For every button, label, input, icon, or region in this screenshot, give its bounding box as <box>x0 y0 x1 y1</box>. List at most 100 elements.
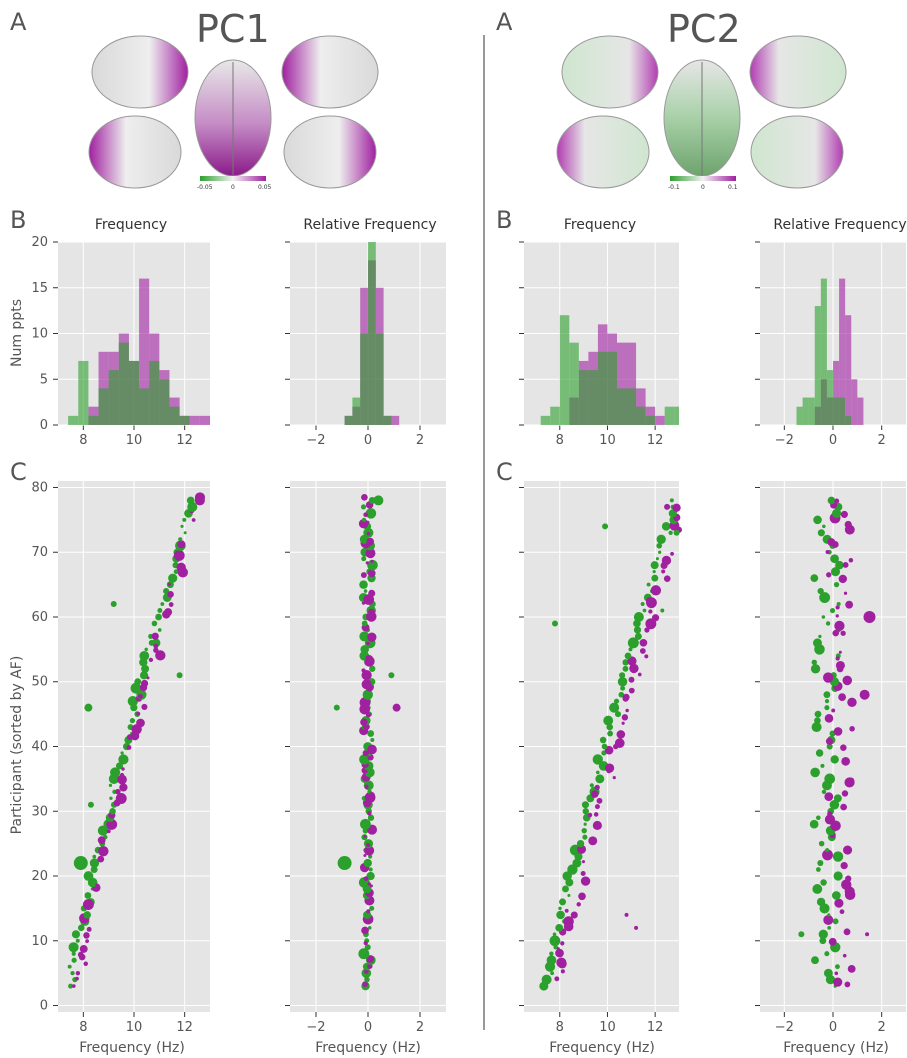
pc1-scatter-freq-point-green-109 <box>163 587 170 595</box>
pc1-scatter-rel-point-purple-75 <box>360 718 368 726</box>
pc1-scatter-rel-point-purple-115 <box>360 572 367 579</box>
pc1-scatter-freq-point-green-100 <box>157 628 162 632</box>
pc2-scatter-freq-point-purple-87 <box>628 676 635 683</box>
pc2-scatter-rel-point-green-76 <box>824 705 830 711</box>
pc2-scatter-rel-point-green-80 <box>823 691 831 699</box>
pc1-brain-renders: -0.05 0 0.05 <box>88 35 379 191</box>
pc2-scatter-freq-point-purple-106 <box>651 614 660 622</box>
pc2-hist-freq-bar-green-11 <box>645 415 656 425</box>
pc2-scatter-freq-point-purple-59 <box>612 776 616 780</box>
pc1-scatter-rel-point-green-2 <box>364 976 370 983</box>
pc1-scatter-rel-point-purple-129 <box>366 531 371 536</box>
pc2-scatter-rel-point-green-14 <box>818 929 828 939</box>
pc2-scatter-rel-point-green-37 <box>825 848 830 853</box>
pc1-scatter-rel-point-green-34 <box>363 858 372 868</box>
pc1-scatter-rel-point-green-45 <box>360 818 371 830</box>
pc2-scatter-rel-point-purple-46 <box>824 814 836 825</box>
pc2-scatter-rel-point-green-72 <box>814 717 821 724</box>
pc1-scatter-freq-point-green-138 <box>176 672 183 679</box>
pc2-scatter-rel-point-purple-130 <box>844 520 852 529</box>
pc2-scatter-freq-point-purple-57 <box>594 784 600 790</box>
pc1-scatter-rel-point-purple-144 <box>392 703 401 712</box>
pc1-scatter-rel-point-purple-123 <box>365 548 376 559</box>
pc1-scatter-freq-point-green-114 <box>173 569 179 575</box>
pc1-scatter-rel-point-green-143 <box>373 495 384 506</box>
pc1-scatter-rel-point-purple-48 <box>367 811 372 816</box>
pc2-scatter-freq-point-purple-89 <box>637 672 642 677</box>
pc2-scatter-rel-point-purple-122 <box>825 549 830 554</box>
pc1-scatter-freq-point-green-8 <box>71 957 77 963</box>
pc2-scatter-freq-point-green-98 <box>627 637 639 649</box>
pc2-scatter-rel-point-purple-142 <box>865 932 870 937</box>
pc2-scatter-rel-point-green-110 <box>817 587 824 595</box>
pc2-scatter-rel-point-green-109 <box>819 592 831 604</box>
pc1-scatter-rel-point-purple-29 <box>367 882 371 886</box>
pc2-scatter-freq-point-purple-41 <box>588 836 598 846</box>
pc1-scatter-rel-point-purple-88 <box>361 670 372 681</box>
pc1-scatter-rel-point-green-98 <box>359 631 370 642</box>
pc1-scatter-rel-point-green-20 <box>369 905 375 911</box>
pc1-scatter-freq-xtick-label: 8 <box>79 1020 87 1035</box>
pc1-scatter-freq-point-green-48 <box>109 807 116 815</box>
pc2-hist-rel-xtick-label: 2 <box>878 433 886 448</box>
pc1-scatter-freq-point-green-27 <box>84 892 92 899</box>
pc2-cbar-mid: 0 <box>701 184 705 191</box>
pc1-scatter-freq-point-green-134 <box>84 703 93 712</box>
pc2-scatter-rel-point-purple-7 <box>847 964 856 973</box>
pc2-scatter-freq-point-green-129 <box>668 530 673 535</box>
pc2-scatter-freq-point-purple-33 <box>580 871 586 876</box>
pc1-scatter-freq-point-purple-99 <box>151 632 159 640</box>
pc1-scatter-rel-point-green-113 <box>359 580 368 589</box>
panel-letter-b-pc1: B <box>10 206 26 234</box>
pc2-scatter-rel-point-green-26 <box>812 884 823 894</box>
pc1-scatter-rel-point-purple-54 <box>369 792 375 798</box>
pc1-scatter-freq-point-purple-117 <box>176 562 186 573</box>
pc2-scatter-rel-point-green-129 <box>822 524 826 529</box>
pc2-hist-rel-bar-purple-6 <box>833 360 840 425</box>
pc1-scatter-freq-point-green-73 <box>129 717 136 724</box>
pc2-scatter-rel-point-green-51 <box>833 794 842 803</box>
pc2-scatter-freq-point-purple-104 <box>645 618 657 630</box>
pc2-scatter-rel-point-green-88 <box>810 664 821 674</box>
pc2-scatter-rel-point-purple-87 <box>822 672 834 683</box>
pc1-hist-freq-bar-green-6 <box>128 360 140 425</box>
pc1-scatter-freq-point-green-61 <box>115 762 124 770</box>
pc1-scatter-rel-point-purple-66 <box>362 749 369 757</box>
pc1-hist-freq-bar-green-0 <box>68 415 79 425</box>
pc2-scatter-rel-point-purple-85 <box>842 675 853 686</box>
pc2-scatter-rel-point-purple-10 <box>842 953 847 958</box>
pc2-scatter-freq-point-green-44 <box>583 822 587 826</box>
pc2-scatter-freq-point-purple-97 <box>639 648 646 654</box>
pc1-scatter-freq-point-green-55 <box>108 783 113 787</box>
pc2-scatter-freq-point-purple-99 <box>639 638 648 647</box>
pc1-scatter-rel-point-green-69 <box>370 738 375 743</box>
pc2-scatter-freq-point-purple-117 <box>663 575 671 582</box>
pc2-hist-rel-bar-green-8 <box>845 415 852 425</box>
pc1-scatter-freq-point-green-133 <box>73 856 88 871</box>
pc1-scatter-freq-point-purple-1 <box>72 984 76 988</box>
pc2-hist-freq-bar-green-1 <box>550 406 560 425</box>
pc1-scatter-freq-point-green-33 <box>90 866 98 873</box>
pc1-hist-freq-title: Frequency <box>95 217 167 233</box>
pc1-scatter-freq-point-purple-122 <box>177 540 186 549</box>
pc1-scatter-rel-point-green-11 <box>364 944 371 951</box>
panel-letter-b-pc2: B <box>496 206 512 234</box>
pc2-hist-rel-xtick-label: −2 <box>775 433 794 448</box>
pc1-hist-freq-bar-green-1 <box>78 360 89 425</box>
pc2-scatter-freq-point-green-122 <box>655 557 659 561</box>
pc2-scatter-freq-point-green-1 <box>541 974 552 985</box>
pc2-scatter-rel-point-purple-13 <box>828 937 837 946</box>
pc1-scatter-rel-point-purple-81 <box>359 697 371 709</box>
pc1-scatter-rel-point-purple-40 <box>366 842 371 847</box>
pc1-scatter-rel-point-purple-27 <box>369 884 373 888</box>
pc1-scatter-freq-point-green-123 <box>178 537 183 542</box>
pc2-scatter-freq-point-green-69 <box>599 736 607 744</box>
pc1-scatter-rel-point-purple-135 <box>363 512 368 518</box>
pc1-scatter-freq-point-purple-17 <box>83 932 90 939</box>
pc2-hist-freq-bar-green-0 <box>540 415 551 425</box>
pc2-scatter-freq-point-purple-123 <box>661 555 672 566</box>
pc2-scatter-rel-point-green-115 <box>830 567 841 577</box>
pc2-scatter-freq-point-green-92 <box>622 659 629 666</box>
pc1-hist-rel-bar-green-4 <box>368 242 376 425</box>
pc1-scatter-rel-point-green-111 <box>363 589 368 593</box>
